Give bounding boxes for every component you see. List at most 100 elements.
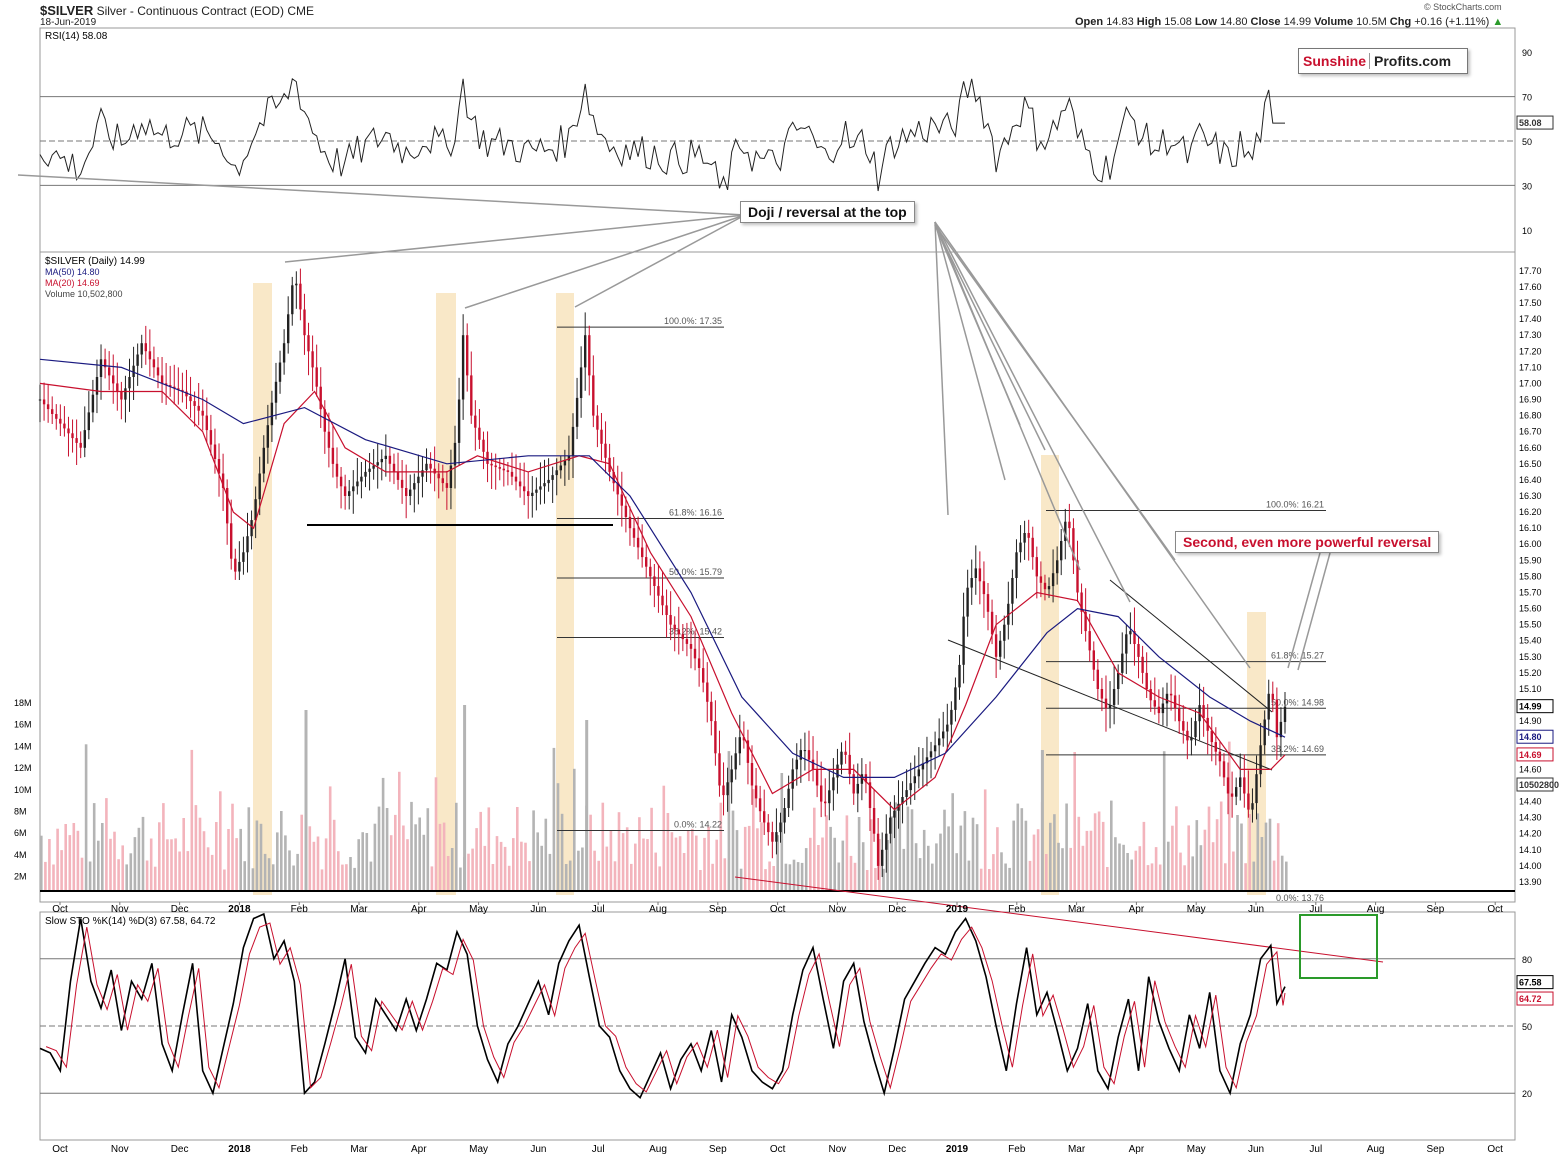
volume-bar [544,818,548,890]
price-bar-body [555,470,558,476]
month-label: Jun [530,1144,546,1155]
volume-bar [719,802,723,890]
volume-bar [609,831,613,890]
price-bar-body [270,402,274,426]
price-bar-body [1283,706,1287,722]
price-bar-body [120,391,123,400]
price-bar-body [213,444,217,459]
price-bar-body [209,430,213,445]
volume-bar [345,864,348,890]
volume-bar [471,848,474,890]
volume-bar [92,803,96,890]
price-bar-body [510,471,514,477]
sto-tick-label: 50 [1522,1022,1532,1032]
price-bar-body [343,486,347,496]
volume-bar [210,854,214,890]
volume-bar [963,811,967,890]
volume-bar [658,866,661,890]
price-bar-body [1178,708,1181,722]
price-bar-body [71,433,74,439]
fib-level-label: 0.0%: 13.76 [1276,893,1324,903]
price-bar-body [1218,751,1222,762]
price-bar-body [319,386,322,410]
price-tick-label: 15.20 [1519,668,1542,678]
volume-bar [841,840,845,890]
volume-bar [280,811,283,890]
month-label: Sep [709,1144,727,1155]
price-bar-body [889,817,892,834]
volume-bar [1236,815,1239,890]
fib-level-label: 100.0%: 17.35 [664,316,722,326]
month-label: Mar [350,1144,368,1155]
price-bar-body [518,481,522,487]
volume-bar [621,833,625,890]
price-tick-label: 16.30 [1519,491,1542,501]
price-bar-body [274,381,278,403]
price-bar-body [1039,576,1043,583]
volume-bar [243,861,246,890]
volume-bar [898,804,902,890]
month-label: Aug [1367,1144,1385,1155]
price-bar-body [1279,721,1283,738]
price-bar-body [958,664,961,688]
doji-pointer-line [934,224,1046,451]
volume-bar [263,853,267,890]
volume-bar [194,805,198,890]
price-bar-body [1043,582,1047,590]
volume-bar [52,864,55,890]
price-bar-body [506,470,510,472]
volume-bar [1053,814,1056,890]
month-label: 2018 [228,1144,251,1155]
doji-pointer-line [464,214,746,309]
month-label: Feb [1008,1144,1026,1155]
month-label: Oct [52,904,68,915]
volume-bar [605,846,609,890]
price-bar-body [738,737,741,754]
volume-bar [72,823,76,890]
volume-bar [894,802,897,890]
volume-bar [137,827,141,890]
volume-bar [353,867,356,890]
volume-bar [1138,846,1142,890]
price-title: $SILVER (Daily) 14.99 [45,256,145,267]
price-bar-body [1027,533,1030,538]
price-bar-body [815,769,819,786]
volume-bar [337,851,340,890]
price-bar-body [189,396,192,402]
price-tick-label: 14.40 [1519,797,1542,807]
volume-bar [861,842,865,890]
volume-bar [450,848,454,890]
sunshine-profits-logo: Sunshine Profits.com [1298,48,1468,74]
price-bar-body [1035,557,1038,577]
volume-bar [389,835,393,890]
price-bar-body [1182,721,1185,731]
price-bar-body [771,832,774,842]
price-bar-body [742,737,746,741]
volume-bar [251,868,255,890]
month-label: Mar [350,904,368,915]
price-bar-body [42,399,46,405]
ma20-legend: MA(20) 14.69 [45,278,100,288]
price-bar-body [242,552,245,562]
fib-level-label: 100.0%: 16.21 [1266,499,1324,509]
volume-bar [1004,863,1007,890]
volume-bar [1264,822,1268,890]
price-bar-body [897,803,900,811]
ma50-line [39,358,1286,778]
volume-bar [914,843,918,890]
volume-bar [1049,822,1052,890]
price-bar-body [59,418,62,424]
price-bar-body [1239,777,1242,787]
price-bar-body [437,473,440,479]
volume-bar [695,835,698,890]
price-bar-body [523,486,526,492]
price-bar-body [624,505,628,517]
volume-bar [271,864,275,890]
volume-bar [1008,867,1011,890]
volume-bar [760,822,763,890]
price-bar-body [962,616,965,665]
price-bar-body [1121,653,1124,673]
price-bar-body [1157,706,1161,714]
volume-bar [780,773,784,890]
volume-bar [845,815,849,890]
